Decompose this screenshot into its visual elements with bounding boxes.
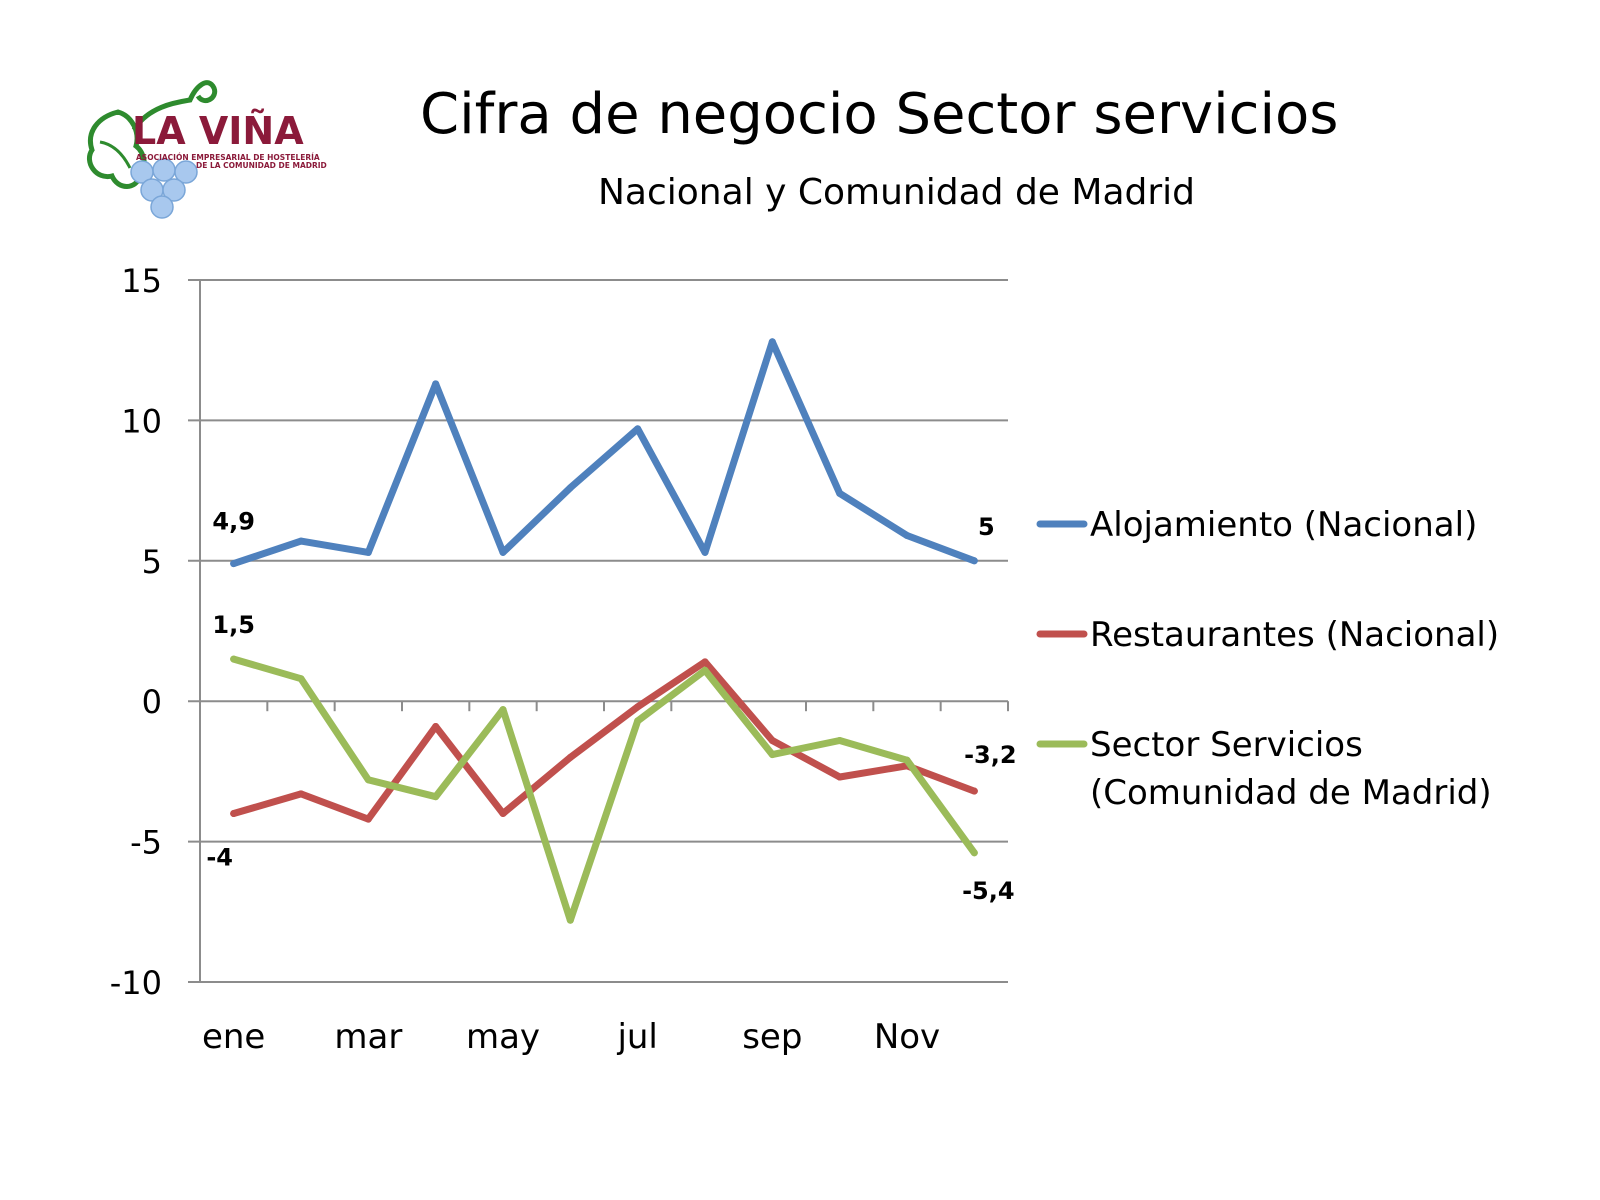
data-point [634, 425, 642, 433]
data-point [297, 537, 305, 545]
data-point [836, 773, 844, 781]
data-point [903, 532, 911, 540]
data-point [499, 706, 507, 714]
data-label: -3,2 [964, 741, 1016, 769]
la-vina-logo: LA VIÑA ASOCIACIÓN EMPRESARIAL DE HOSTEL… [87, 80, 327, 219]
legend-label: (Comunidad de Madrid) [1090, 773, 1492, 813]
data-labels: 4,9 5 -4 -3,2 1,5 -5,4 [206, 508, 1016, 905]
y-tick-label: 10 [121, 402, 162, 440]
data-point [970, 557, 978, 565]
data-point [768, 751, 776, 759]
series-line-0 [230, 338, 978, 568]
legend-label: Restaurantes (Nacional) [1090, 615, 1499, 655]
grid-lines [188, 279, 1008, 983]
data-point [364, 815, 372, 823]
data-point [836, 489, 844, 497]
data-point [701, 658, 709, 666]
data-point [432, 380, 440, 388]
data-point [970, 849, 978, 857]
legend-label: Alojamiento (Nacional) [1090, 505, 1477, 545]
x-tick-label: jul [616, 1017, 657, 1057]
series-lines [230, 338, 978, 924]
logo-line1: ASOCIACIÓN EMPRESARIAL DE HOSTELERÍA [136, 153, 320, 162]
vine-leaf-icon [87, 109, 147, 189]
x-tick-label: sep [742, 1017, 802, 1057]
data-point [297, 790, 305, 798]
data-point [634, 717, 642, 725]
x-tick-label: ene [202, 1017, 265, 1057]
data-point [970, 787, 978, 795]
slide-title: Cifra de negocio Sector servicios [420, 82, 1339, 147]
axes: -10 -5 0 5 10 15 ene mar may jul sep Nov [110, 262, 1009, 1057]
data-point [297, 675, 305, 683]
data-point [499, 810, 507, 818]
x-tick-label: may [466, 1017, 540, 1057]
y-tick-label: 5 [142, 543, 162, 581]
data-point [634, 703, 642, 711]
grapes-icon [130, 158, 198, 219]
logo-name: LA VIÑA [132, 109, 304, 153]
legend: Alojamiento (Nacional) Restaurantes (Naci… [1036, 505, 1499, 813]
data-point [364, 548, 372, 556]
data-point [903, 756, 911, 764]
data-point [499, 548, 507, 556]
slide-subtitle: Nacional y Comunidad de Madrid [598, 172, 1196, 213]
y-tick-label: 15 [121, 262, 162, 300]
logo-line2: DE LA COMUNIDAD DE MADRID [196, 161, 327, 170]
data-point [566, 916, 574, 924]
data-label: 4,9 [212, 508, 255, 536]
data-point [230, 810, 238, 818]
data-point [230, 560, 238, 568]
data-point [836, 737, 844, 745]
series-line-2 [230, 655, 978, 924]
data-point [432, 793, 440, 801]
data-point [566, 484, 574, 492]
data-point [364, 776, 372, 784]
data-point [701, 548, 709, 556]
data-label: -4 [206, 844, 233, 872]
y-tick-label: 0 [142, 683, 162, 721]
legend-label: Sector Servicios [1090, 725, 1363, 765]
data-label: 5 [978, 513, 995, 541]
data-point [701, 666, 709, 674]
x-tick-label: mar [334, 1017, 402, 1057]
x-tick-label: Nov [874, 1017, 940, 1057]
data-point [432, 722, 440, 730]
data-point [230, 655, 238, 663]
data-label: 1,5 [212, 611, 255, 639]
data-point [566, 753, 574, 761]
y-tick-label: -10 [110, 964, 162, 1002]
data-label: -5,4 [962, 877, 1014, 905]
series-line-1 [230, 658, 978, 823]
data-point [768, 737, 776, 745]
y-tick-label: -5 [130, 824, 162, 862]
data-point [768, 338, 776, 346]
